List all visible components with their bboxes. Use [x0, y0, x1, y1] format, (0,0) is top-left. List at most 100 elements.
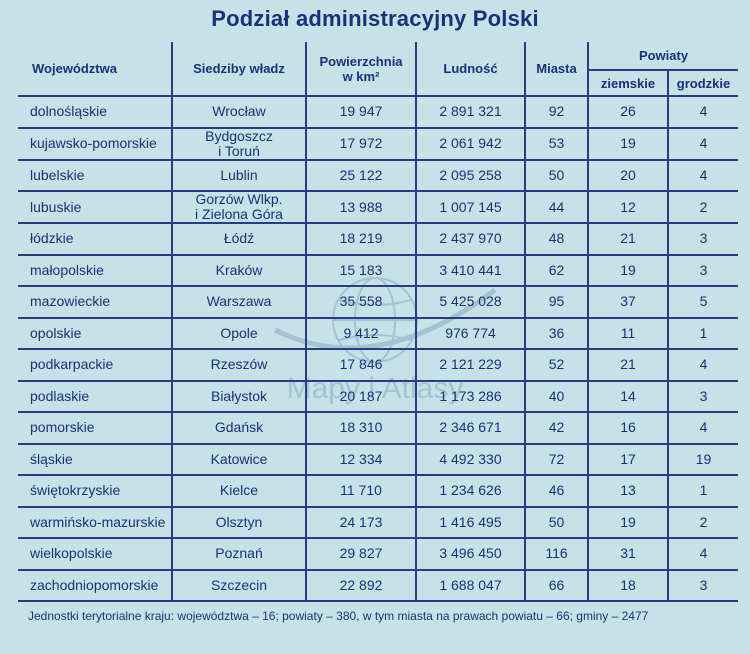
header-siedziby: Siedziby władz	[171, 42, 306, 96]
cell-grodzkie: 4	[667, 411, 738, 444]
cell-grodzkie: 19	[667, 442, 738, 475]
cell-miasta: 46	[524, 474, 588, 507]
table-row: podlaskie Białystok 20 187 1 173 286 40 …	[18, 379, 738, 412]
cell-ziemskie: 21	[587, 348, 668, 381]
cell-ludnosc: 2 121 229	[415, 348, 525, 381]
cell-wojewodztwo: podlaskie	[18, 379, 172, 412]
cell-ziemskie: 19	[587, 126, 668, 160]
cell-wojewodztwo: opolskie	[18, 316, 172, 349]
cell-wojewodztwo: podkarpackie	[18, 348, 172, 381]
cell-ludnosc: 4 492 330	[415, 442, 525, 475]
cell-powierzchnia: 19 947	[305, 95, 416, 128]
cell-miasta: 66	[524, 568, 588, 602]
cell-miasta: 48	[524, 222, 588, 255]
cell-siedziba: Wrocław	[171, 95, 306, 128]
header-wojewodztwa: Województwa	[32, 61, 117, 76]
cell-powierzchnia: 29 827	[305, 537, 416, 570]
table-row: wielkopolskie Poznań 29 827 3 496 450 11…	[18, 537, 738, 570]
table-row: małopolskie Kraków 15 183 3 410 441 62 1…	[18, 253, 738, 286]
cell-ludnosc: 5 425 028	[415, 285, 525, 318]
cell-powierzchnia: 18 219	[305, 222, 416, 255]
cell-siedziba: Gdańsk	[171, 411, 306, 444]
cell-ludnosc: 1 688 047	[415, 568, 525, 602]
cell-powierzchnia: 12 334	[305, 442, 416, 475]
cell-ludnosc: 2 095 258	[415, 158, 525, 191]
cell-grodzkie: 4	[667, 126, 738, 160]
cell-powierzchnia: 22 892	[305, 568, 416, 602]
header-ludnosc: Ludność	[415, 42, 525, 96]
table-row: kujawsko-pomorskie Bydgoszcz i Toruń 17 …	[18, 126, 738, 160]
cell-ludnosc: 2 061 942	[415, 126, 525, 160]
cell-ziemskie: 26	[587, 95, 668, 128]
cell-powierzchnia: 13 988	[305, 190, 416, 223]
header-grodzkie: grodzkie	[667, 70, 738, 96]
cell-miasta: 44	[524, 190, 588, 223]
cell-ludnosc: 2 891 321	[415, 95, 525, 128]
cell-grodzkie: 4	[667, 95, 738, 128]
cell-miasta: 40	[524, 379, 588, 412]
cell-miasta: 42	[524, 411, 588, 444]
table-row: podkarpackie Rzeszów 17 846 2 121 229 52…	[18, 348, 738, 381]
cell-ziemskie: 12	[587, 190, 668, 223]
cell-ludnosc: 1 173 286	[415, 379, 525, 412]
cell-powierzchnia: 25 122	[305, 158, 416, 191]
cell-powierzchnia: 11 710	[305, 474, 416, 507]
cell-ludnosc: 1 234 626	[415, 474, 525, 507]
table-row: łódzkie Łódź 18 219 2 437 970 48 21 3	[18, 222, 738, 255]
table-row: pomorskie Gdańsk 18 310 2 346 671 42 16 …	[18, 411, 738, 444]
cell-wojewodztwo: świętokrzyskie	[18, 474, 172, 507]
cell-grodzkie: 4	[667, 348, 738, 381]
cell-ludnosc: 1 007 145	[415, 190, 525, 223]
cell-miasta: 36	[524, 316, 588, 349]
cell-powierzchnia: 35 558	[305, 285, 416, 318]
cell-siedziba: Łódź	[171, 222, 306, 255]
cell-ziemskie: 18	[587, 568, 668, 602]
cell-wojewodztwo: lubuskie	[18, 190, 172, 223]
cell-siedziba: Lublin	[171, 158, 306, 191]
cell-powierzchnia: 17 846	[305, 348, 416, 381]
cell-grodzkie: 5	[667, 285, 738, 318]
cell-ziemskie: 11	[587, 316, 668, 349]
cell-ziemskie: 16	[587, 411, 668, 444]
cell-siedziba: Opole	[171, 316, 306, 349]
cell-siedziba: Białystok	[171, 379, 306, 412]
cell-powierzchnia: 17 972	[305, 126, 416, 160]
table-row: śląskie Katowice 12 334 4 492 330 72 17 …	[18, 442, 738, 475]
header-ziemskie: ziemskie	[587, 70, 668, 96]
cell-wojewodztwo: kujawsko-pomorskie	[18, 126, 172, 160]
cell-powierzchnia: 15 183	[305, 253, 416, 286]
cell-siedziba: Gorzów Wlkp. i Zielona Góra	[171, 190, 306, 223]
cell-ziemskie: 14	[587, 379, 668, 412]
cell-siedziba: Poznań	[171, 537, 306, 570]
cell-wojewodztwo: śląskie	[18, 442, 172, 475]
cell-wojewodztwo: zachodniopomorskie	[18, 568, 172, 602]
footnote: Jednostki terytorialne kraju: województw…	[28, 609, 649, 623]
table-row: mazowieckie Warszawa 35 558 5 425 028 95…	[18, 285, 738, 318]
cell-grodzkie: 2	[667, 190, 738, 223]
cell-grodzkie: 1	[667, 316, 738, 349]
cell-siedziba: Szczecin	[171, 568, 306, 602]
page-title: Podział administracyjny Polski	[211, 6, 539, 31]
cell-ludnosc: 3 496 450	[415, 537, 525, 570]
cell-wojewodztwo: lubelskie	[18, 158, 172, 191]
cell-grodzkie: 2	[667, 505, 738, 538]
cell-ludnosc: 1 416 495	[415, 505, 525, 538]
cell-miasta: 95	[524, 285, 588, 318]
cell-siedziba: Bydgoszcz i Toruń	[171, 126, 306, 160]
cell-ziemskie: 37	[587, 285, 668, 318]
cell-powierzchnia: 9 412	[305, 316, 416, 349]
cell-grodzkie: 3	[667, 568, 738, 602]
table-row: warmińsko-mazurskie Olsztyn 24 173 1 416…	[18, 505, 738, 538]
cell-grodzkie: 4	[667, 537, 738, 570]
cell-ludnosc: 3 410 441	[415, 253, 525, 286]
cell-wojewodztwo: małopolskie	[18, 253, 172, 286]
header-miasta: Miasta	[524, 42, 588, 96]
cell-wojewodztwo: warmińsko-mazurskie	[18, 505, 172, 538]
cell-wojewodztwo: pomorskie	[18, 411, 172, 444]
cell-siedziba: Rzeszów	[171, 348, 306, 381]
cell-powierzchnia: 18 310	[305, 411, 416, 444]
cell-ziemskie: 19	[587, 505, 668, 538]
cell-siedziba: Kielce	[171, 474, 306, 507]
cell-miasta: 62	[524, 253, 588, 286]
cell-siedziba: Olsztyn	[171, 505, 306, 538]
